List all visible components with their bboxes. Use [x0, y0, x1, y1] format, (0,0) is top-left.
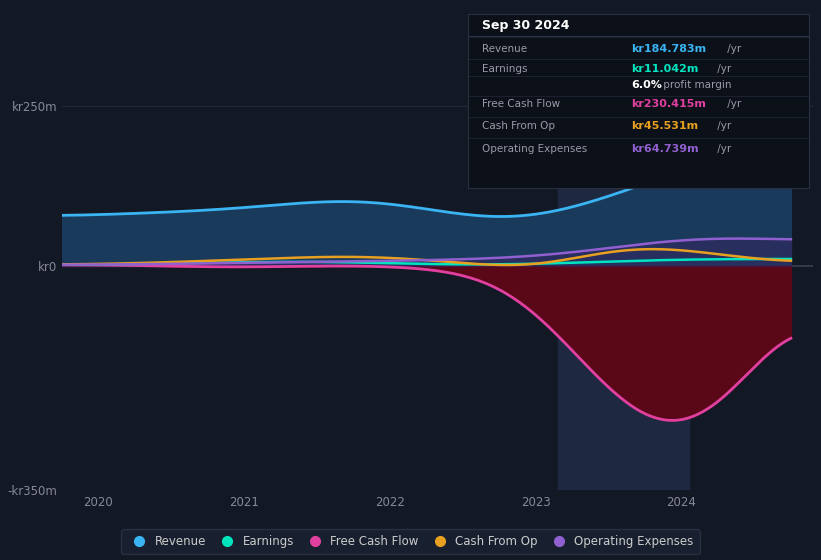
Text: Cash From Op: Cash From Op	[482, 121, 555, 131]
Text: kr64.739m: kr64.739m	[631, 143, 699, 153]
Text: 6.0%: 6.0%	[631, 80, 663, 90]
Text: /yr: /yr	[714, 64, 732, 74]
Text: kr45.531m: kr45.531m	[631, 121, 699, 131]
Text: Free Cash Flow: Free Cash Flow	[482, 99, 560, 109]
Text: /yr: /yr	[714, 121, 732, 131]
Text: Revenue: Revenue	[482, 44, 527, 54]
Legend: Revenue, Earnings, Free Cash Flow, Cash From Op, Operating Expenses: Revenue, Earnings, Free Cash Flow, Cash …	[122, 529, 699, 554]
Text: /yr: /yr	[723, 44, 741, 54]
Text: kr11.042m: kr11.042m	[631, 64, 699, 74]
Text: Sep 30 2024: Sep 30 2024	[482, 19, 569, 32]
Text: kr230.415m: kr230.415m	[631, 99, 706, 109]
Text: kr184.783m: kr184.783m	[631, 44, 707, 54]
Text: Earnings: Earnings	[482, 64, 527, 74]
Text: /yr: /yr	[723, 99, 741, 109]
Text: /yr: /yr	[714, 143, 732, 153]
Text: Operating Expenses: Operating Expenses	[482, 143, 587, 153]
Bar	[557, 87, 689, 490]
Text: profit margin: profit margin	[660, 80, 732, 90]
